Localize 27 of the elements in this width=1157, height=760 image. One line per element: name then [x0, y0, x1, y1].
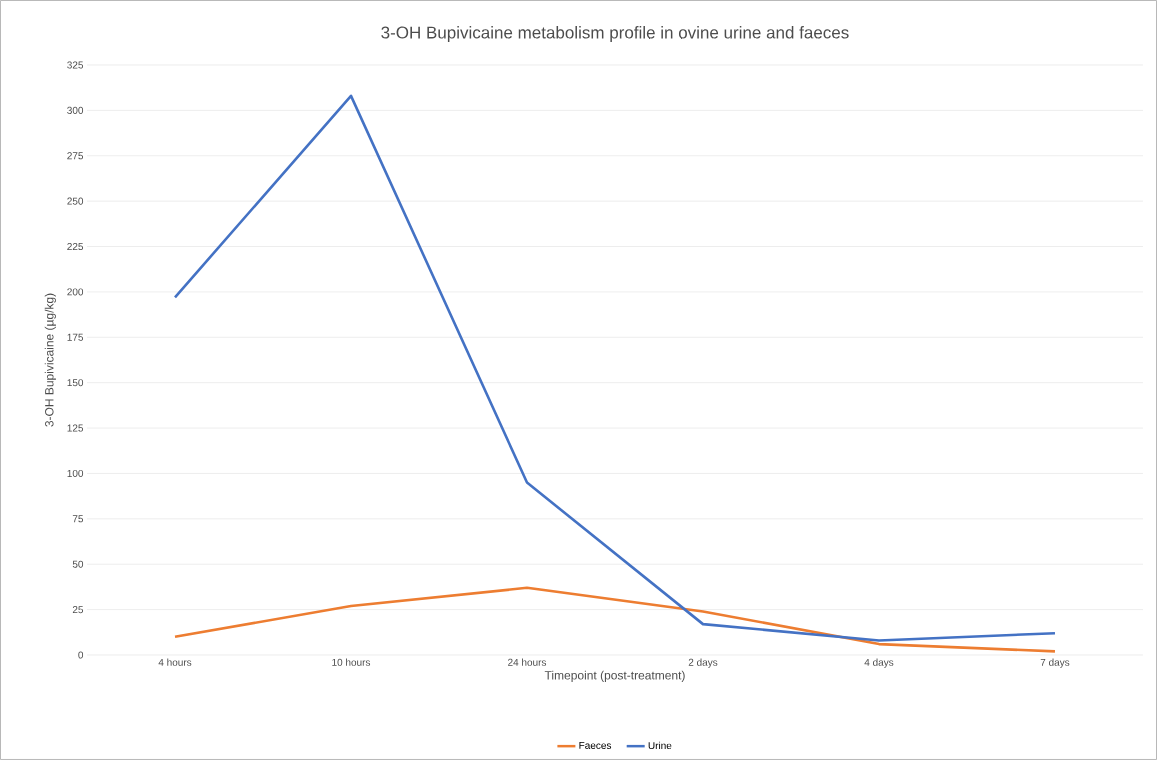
y-tick-label: 275: [67, 152, 84, 160]
y-tick-label: 250: [67, 197, 84, 205]
y-tick-label: 175: [67, 333, 84, 341]
y-tick-label: 200: [67, 288, 84, 296]
y-tick-label: 225: [67, 242, 84, 251]
line-series: [173, 586, 1057, 653]
legend-label: Faeces: [579, 741, 612, 749]
line-series: [173, 94, 1057, 642]
x-tick-label: 2 days: [688, 658, 718, 668]
x-tick-label: 4 hours: [158, 658, 192, 666]
y-tick-label: 0: [78, 651, 84, 659]
y-tick-label: 100: [67, 469, 84, 477]
y-tick-label: 300: [67, 106, 84, 114]
y-tick-label: 75: [72, 515, 84, 523]
x-tick-label: 7 days: [1040, 658, 1070, 668]
y-tick-label: 50: [72, 560, 84, 568]
y-tick-label: 150: [67, 379, 84, 387]
y-tick-label: 125: [67, 424, 84, 432]
x-tick-label: 4 days: [864, 658, 894, 668]
y-tick-label: 25: [72, 606, 84, 614]
x-tick-label: 24 hours: [508, 658, 547, 666]
x-tick-label: 10 hours: [332, 658, 371, 666]
x-axis-title: Timepoint (post-treatment): [544, 670, 685, 682]
y-tick-label: 325: [67, 61, 84, 69]
y-axis-title: 3-OH Bupivicaine (µg/kg): [44, 293, 56, 427]
legend-label: Urine: [648, 741, 672, 750]
chart-title: 3-OH Bupivicaine metabolism profile in ovine urine and faeces: [381, 26, 849, 42]
